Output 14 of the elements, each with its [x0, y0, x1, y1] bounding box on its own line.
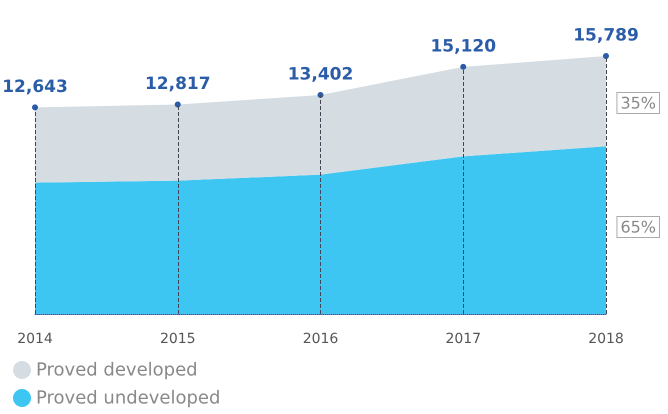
x-tick-label: 2017 [445, 331, 482, 347]
x-tick-label: 2018 [588, 331, 624, 347]
text: 35% [620, 94, 656, 112]
annotation: 12,643 [2, 76, 68, 97]
x-tick-label: 2016 [302, 331, 338, 347]
annotation: 13,402 [288, 64, 354, 84]
legend-label: Proved developed [36, 360, 198, 380]
text: 65% [620, 218, 656, 236]
annotation: 15,789 [573, 26, 639, 46]
annotation: 12,817 [144, 74, 211, 94]
legend-label: Proved undeveloped [36, 388, 220, 408]
annotation: 15,120 [430, 36, 496, 56]
x-tick-label: 2015 [160, 331, 196, 347]
x-tick-label: 2014 [17, 331, 53, 347]
